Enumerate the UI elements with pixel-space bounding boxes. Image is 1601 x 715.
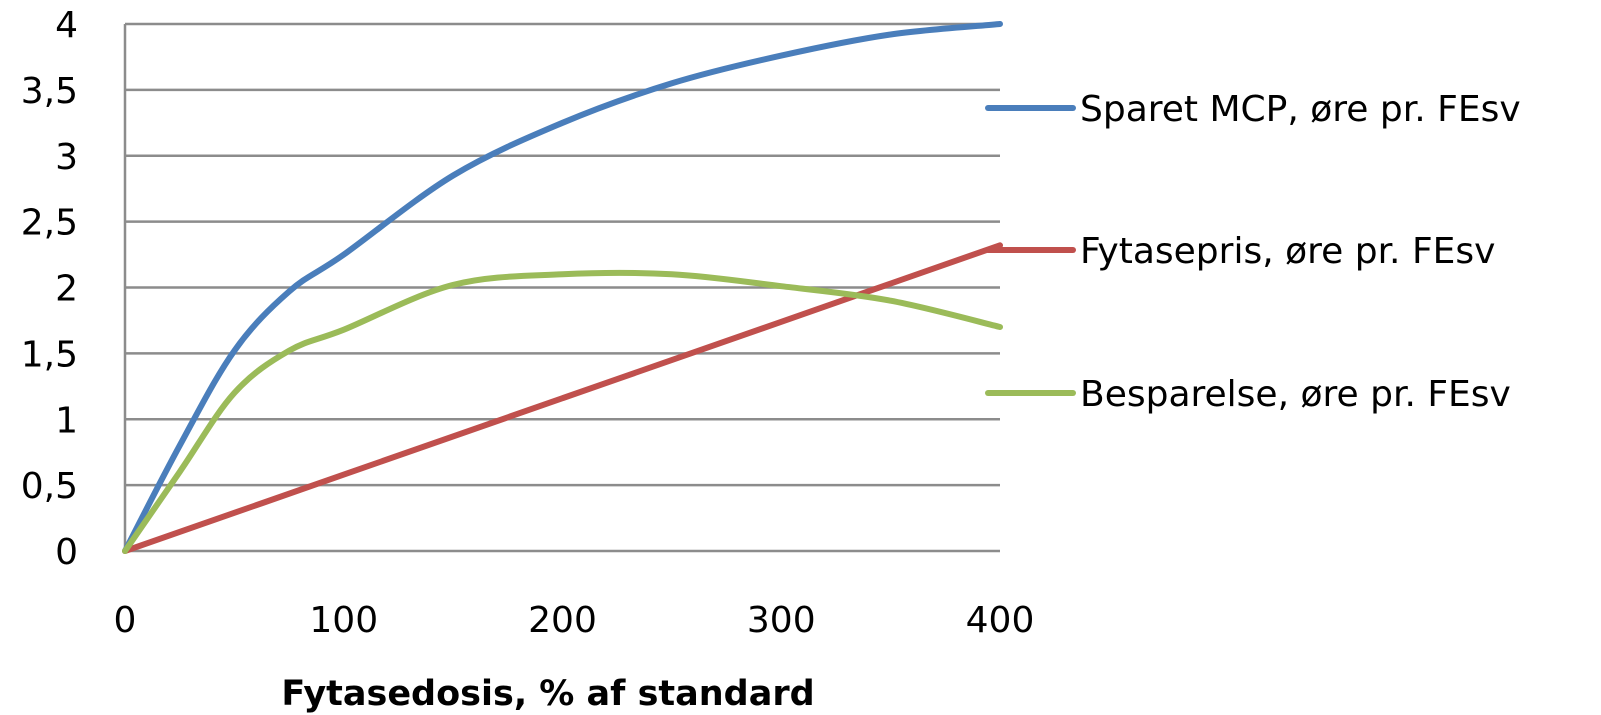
gridlines <box>125 22 1000 487</box>
legend: Sparet MCP, øre pr. FEsv Fytasepris, øre … <box>985 89 1521 415</box>
x-tick-label: 0 <box>114 600 137 641</box>
y-tick-label: 3 <box>55 137 78 178</box>
y-tick-label: 1 <box>55 400 78 441</box>
series-lines <box>122 21 1003 554</box>
y-tick-label: 1,5 <box>21 334 78 375</box>
y-tick-label: 4 <box>55 5 78 46</box>
axes <box>123 24 1000 553</box>
series-line-0 <box>122 21 1003 554</box>
x-tick-label: 400 <box>966 600 1035 641</box>
y-tick-label: 0 <box>55 532 78 573</box>
legend-label-1: Fytasepris, øre pr. FEsv <box>1080 231 1495 272</box>
x-tick-label: 200 <box>528 600 597 641</box>
x-axis-title: Fytasedosis, % af standard <box>281 674 814 714</box>
y-tick-label: 2 <box>55 269 78 310</box>
y-tick-label: 0,5 <box>21 466 78 507</box>
legend-label-0: Sparet MCP, øre pr. FEsv <box>1080 89 1521 130</box>
y-tick-label: 3,5 <box>21 71 78 112</box>
series-line-2 <box>122 269 1003 554</box>
x-tick-label: 100 <box>309 600 378 641</box>
x-tick-label: 300 <box>747 600 816 641</box>
series-line-1 <box>122 242 1003 554</box>
y-tick-labels: 0 0,5 1 1,5 2 2,5 3 3,5 4 <box>21 5 78 573</box>
legend-label-2: Besparelse, øre pr. FEsv <box>1080 374 1511 415</box>
x-tick-labels: 0 100 200 300 400 <box>114 600 1035 641</box>
y-tick-label: 2,5 <box>21 203 78 244</box>
